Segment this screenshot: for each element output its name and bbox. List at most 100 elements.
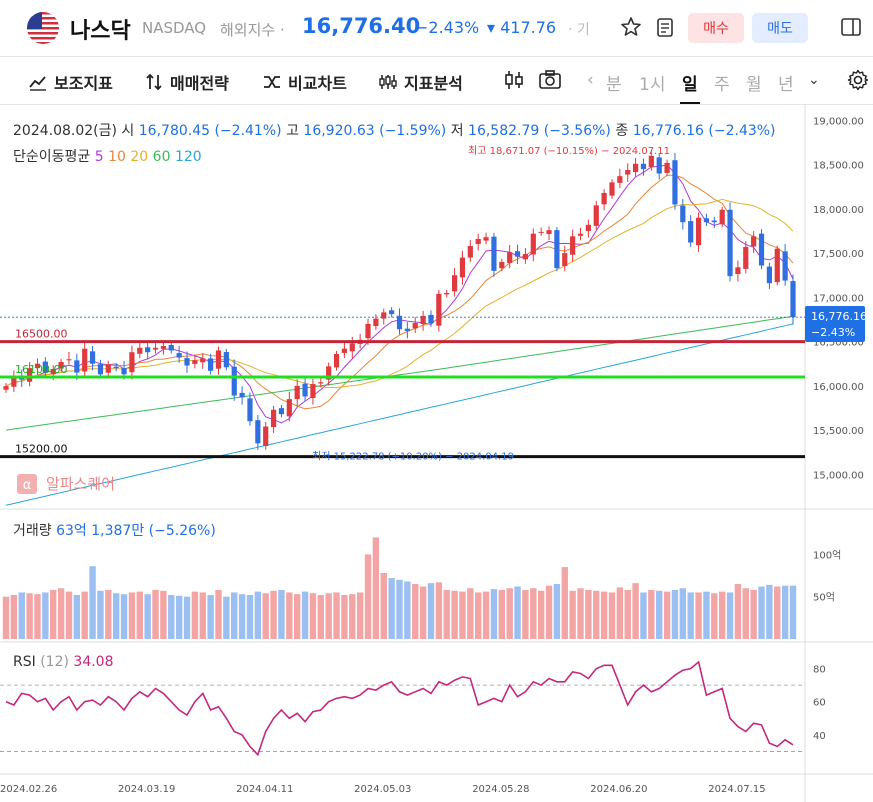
index-symbol: NASDAQ (142, 19, 207, 37)
level-15200-label: 15200.00 (15, 443, 68, 456)
candle (491, 236, 497, 271)
volume-bar (57, 588, 65, 639)
candle (499, 261, 505, 269)
period-year[interactable]: 년 (778, 75, 794, 95)
current-price-tag-value: 16,776.16 (811, 310, 867, 323)
candle (373, 318, 379, 327)
volume-value: 63억 1,387만 (−5.26%) (56, 523, 216, 539)
sell-button[interactable]: 매도 (752, 13, 808, 43)
candle (601, 192, 607, 205)
volume-bar (396, 579, 403, 639)
volume-bar (152, 589, 159, 639)
period-day[interactable]: 일 (682, 75, 698, 95)
candle (333, 353, 340, 368)
volume-bar (26, 593, 33, 639)
price-axis-tick: 16,500.00 (813, 338, 864, 349)
volume-bar (671, 589, 679, 639)
star-icon[interactable] (618, 14, 644, 40)
analysis-menu[interactable]: 지표분석 (378, 70, 463, 94)
volume-bar (112, 593, 120, 639)
period-hour[interactable]: 1시 (639, 75, 666, 95)
candle (554, 230, 560, 269)
volume-bar (34, 594, 41, 639)
volume-bar (349, 594, 356, 639)
buy-button[interactable]: 매수 (688, 13, 744, 43)
candle (326, 366, 332, 380)
candle (349, 343, 355, 352)
ma-20: 20 (130, 149, 149, 165)
camera-icon[interactable] (538, 68, 564, 94)
candle (711, 220, 717, 223)
indicator-label: 보조지표 (54, 74, 113, 93)
candle (483, 237, 489, 241)
price-axis-tick: 18,000.00 (813, 205, 864, 216)
open-value: 16,780.45 (−2.41%) (138, 123, 282, 139)
compare-menu[interactable]: 비교차트 (262, 70, 347, 94)
volume-bar (451, 590, 458, 639)
rsi-axis-tick: 80 (813, 665, 826, 676)
analysis-label: 지표분석 (404, 74, 463, 93)
date-axis-tick: 2024.07.15 (708, 784, 765, 795)
level-16100-label: 16100.00 (15, 363, 68, 376)
period-month[interactable]: 월 (746, 75, 762, 95)
volume-bar (231, 592, 238, 639)
analysis-icon (379, 75, 397, 89)
volume-bar (663, 591, 671, 639)
volume-bar (443, 589, 450, 639)
candle (412, 323, 418, 329)
candle (514, 251, 521, 257)
memo-icon[interactable] (652, 14, 678, 40)
period-week[interactable]: 주 (714, 75, 730, 95)
change-percent: −2.43% (415, 18, 480, 37)
indicator-icon (29, 76, 46, 91)
candle (121, 368, 127, 375)
ma-line (5, 174, 794, 410)
panel-toggle-icon[interactable] (838, 14, 864, 40)
low-label: 저 (450, 123, 464, 139)
volume-bar (726, 592, 734, 639)
date-axis-tick: 2024.02.26 (0, 784, 57, 795)
rsi-title: RSI (13, 654, 36, 670)
volume-bar (286, 592, 293, 639)
volume-bar (585, 589, 592, 639)
volume-bar (50, 589, 57, 639)
volume-bar (207, 595, 214, 639)
period-prev-icon[interactable]: ‹ (587, 70, 594, 90)
strategy-menu[interactable]: 매매전략 (144, 70, 229, 94)
close-label: 종 (615, 123, 629, 139)
period-dropdown-icon[interactable]: ⌄ (808, 72, 820, 88)
candle (58, 361, 64, 369)
settings-gear-icon[interactable] (846, 68, 872, 94)
moving-average-legend: 단순이동평균 5 10 20 60 120 (13, 146, 202, 166)
ma-120: 120 (174, 149, 202, 165)
candle-type-icon[interactable] (502, 68, 528, 94)
candle (3, 386, 9, 390)
volume-legend: 거래량 63억 1,387만 (−5.26%) (13, 520, 216, 540)
candle (263, 426, 269, 446)
candle (664, 162, 670, 173)
candle (200, 358, 206, 363)
volume-axis-tick: 100억 (813, 549, 841, 561)
candle (184, 358, 190, 366)
candle (522, 254, 529, 260)
candle (436, 293, 442, 326)
volume-bar (561, 567, 568, 639)
period-minute[interactable]: 분 (606, 75, 622, 95)
volume-bar (490, 589, 498, 639)
volume-bar (168, 595, 175, 639)
volume-bar (435, 582, 443, 639)
indicator-menu[interactable]: 보조지표 (28, 70, 113, 94)
low-value: 16,582.79 (−3.56%) (468, 123, 611, 139)
volume-bar (2, 596, 10, 639)
volume-bar (42, 592, 49, 639)
rsi-line (5, 660, 794, 757)
volume-bar (475, 592, 482, 639)
volume-bar (506, 588, 513, 639)
price-chart[interactable]: 16500.00 16100.00 15200.00 15,000.00 15,500… (0, 104, 873, 802)
volume-bar (73, 595, 81, 639)
volume-bar (246, 595, 254, 639)
date-axis-tick: 2024.03.19 (118, 784, 175, 795)
volume-bar (648, 589, 655, 639)
volume-bar (128, 592, 136, 639)
volume-title: 거래량 (13, 523, 52, 539)
